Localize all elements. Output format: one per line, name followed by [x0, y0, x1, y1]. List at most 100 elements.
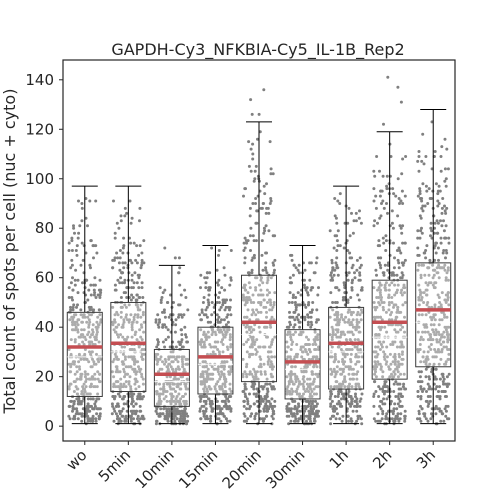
data-point [96, 325, 100, 329]
data-point [338, 202, 342, 205]
data-point [290, 301, 294, 304]
data-point [355, 320, 359, 324]
data-point [263, 325, 266, 329]
data-point [154, 382, 158, 386]
data-point [268, 140, 272, 144]
data-point [294, 377, 298, 381]
data-point [354, 219, 358, 223]
data-point [380, 325, 384, 329]
data-point [178, 303, 182, 307]
data-point [427, 187, 431, 191]
data-point [241, 296, 245, 299]
data-point [214, 333, 218, 337]
data-point [353, 338, 357, 342]
data-point [392, 241, 395, 245]
data-point [343, 397, 347, 401]
data-point [209, 377, 213, 381]
data-point [248, 355, 251, 359]
data-point [291, 273, 295, 277]
data-point [382, 340, 386, 344]
data-point [286, 385, 290, 389]
data-point [133, 367, 137, 371]
data-point [113, 320, 117, 324]
data-point [121, 325, 125, 329]
data-point [442, 229, 446, 233]
data-point [260, 397, 264, 401]
data-point [379, 407, 383, 411]
data-point [316, 333, 320, 337]
data-point [83, 390, 87, 393]
data-point [117, 323, 121, 327]
data-point [258, 355, 262, 359]
data-point [289, 370, 293, 374]
data-point [83, 348, 87, 351]
data-point [186, 362, 189, 366]
data-point [388, 283, 391, 287]
data-point [94, 335, 98, 339]
data-point [271, 305, 275, 309]
data-point [331, 266, 335, 270]
data-point [351, 231, 355, 235]
data-point [217, 301, 221, 304]
data-point [303, 318, 307, 322]
data-point [395, 249, 399, 252]
outlier-point [262, 88, 266, 92]
data-point [112, 419, 116, 423]
data-point [329, 395, 333, 398]
data-point [155, 362, 159, 366]
data-point [140, 355, 144, 359]
data-point [437, 258, 440, 262]
data-point [292, 325, 296, 329]
data-point [314, 372, 318, 376]
data-point [80, 399, 84, 403]
data-point [154, 355, 158, 359]
data-point [443, 204, 446, 208]
data-point [316, 348, 320, 351]
data-point [206, 320, 210, 324]
data-point [73, 231, 76, 235]
data-point [354, 211, 358, 215]
data-point [359, 221, 363, 225]
data-point [290, 407, 293, 411]
data-point [172, 414, 176, 418]
data-point [92, 256, 95, 260]
data-point [351, 318, 355, 322]
data-point [334, 417, 338, 421]
data-point [267, 407, 271, 411]
data-point [295, 315, 299, 319]
data-point [355, 397, 359, 401]
data-point [297, 271, 301, 275]
data-point [228, 333, 232, 337]
data-point [372, 169, 376, 173]
data-point [357, 385, 361, 389]
data-point [124, 385, 128, 389]
data-point [270, 308, 274, 312]
data-point [216, 370, 220, 374]
data-point [428, 395, 432, 398]
data-point [210, 402, 214, 406]
data-point [138, 417, 142, 421]
data-point [172, 377, 176, 381]
data-point [290, 372, 294, 376]
data-point [199, 343, 202, 346]
data-point [443, 167, 447, 171]
data-point [225, 360, 229, 364]
data-point [400, 288, 404, 292]
data-point [99, 291, 103, 295]
data-point [312, 365, 316, 369]
data-point [311, 412, 315, 416]
data-point [134, 303, 138, 307]
data-point [242, 194, 245, 198]
data-point [394, 291, 398, 295]
data-point [335, 249, 339, 252]
data-point [95, 328, 99, 332]
data-point [68, 417, 72, 421]
data-point [99, 318, 103, 322]
data-point [441, 251, 445, 255]
data-point [377, 239, 381, 243]
data-point [392, 390, 396, 393]
x-tick-label: 20min [219, 446, 265, 492]
data-point [333, 197, 337, 200]
data-point [158, 397, 162, 401]
data-point [304, 407, 308, 411]
